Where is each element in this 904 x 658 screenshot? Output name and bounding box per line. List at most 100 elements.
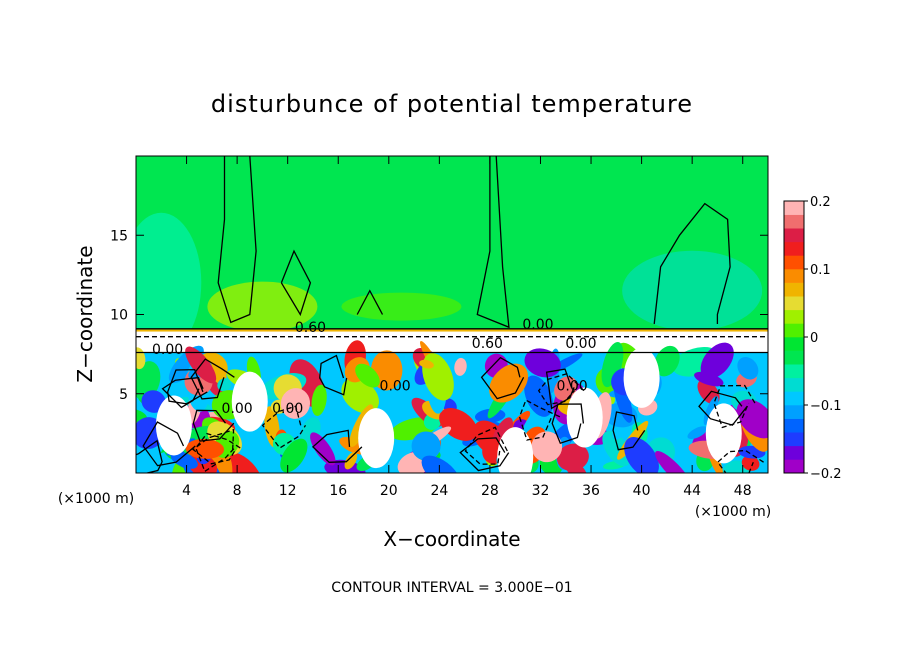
- contour-upper-c: [653, 202, 731, 325]
- colorbar-tick-label-2: 0: [810, 331, 818, 346]
- field-white-4: [705, 403, 742, 464]
- field-white-5: [497, 427, 534, 473]
- colorbar-segment-8: [784, 350, 804, 365]
- colorbar-tick-label-1: 0.1: [810, 263, 831, 278]
- colorbar-tick-label-4: −0.2: [810, 467, 842, 482]
- x-tick-label-0: 4: [182, 483, 191, 499]
- field-cell: [454, 357, 467, 376]
- contour-lower-7: [142, 421, 196, 467]
- field-white-6: [623, 347, 660, 408]
- contour-label-3: 0.00: [565, 336, 596, 352]
- field-cell: [310, 432, 336, 466]
- x-tick-label-11: 48: [734, 483, 752, 499]
- colorbar-segment-14: [784, 269, 804, 283]
- x-tick-label-4: 20: [380, 483, 398, 499]
- contour-lower-9: [464, 426, 508, 465]
- y-tick-label-2: 15: [110, 228, 128, 244]
- x-tick-label-5: 24: [430, 483, 448, 499]
- field-cell: [737, 356, 759, 380]
- field-cell: [311, 384, 327, 416]
- colorbar-segment-5: [784, 391, 804, 406]
- contour-lower-19: [190, 358, 235, 400]
- colorbar-tick-label-3: −0.1: [810, 399, 842, 414]
- contour-lower-16: [459, 437, 510, 472]
- contour-label-0: 0.60: [295, 320, 326, 336]
- contour-lower-17: [192, 409, 235, 442]
- band-edge: [136, 329, 768, 332]
- contour-lower-14: [612, 411, 646, 451]
- contour-lower-0: [195, 432, 241, 473]
- colorbar-segment-15: [784, 255, 804, 270]
- x-tick-label-7: 32: [532, 483, 550, 499]
- field-cell: [411, 431, 441, 461]
- colorbar-segment-12: [784, 296, 804, 311]
- patch-warm-a: [207, 281, 318, 332]
- field-cell: [700, 342, 734, 379]
- field-cell: [344, 452, 358, 470]
- contour-lower-12: [518, 399, 561, 441]
- contour-lower-15: [192, 428, 237, 465]
- field-cell: [421, 455, 460, 473]
- y-tick-label-1: 10: [110, 308, 128, 324]
- stable-band: [136, 330, 768, 353]
- chart-title: disturbunce of potential temperature: [211, 90, 693, 118]
- field-cell: [524, 375, 553, 417]
- y-axis-unit: (×1000 m): [695, 504, 771, 520]
- plot-area: [136, 156, 768, 473]
- field-white-1: [231, 371, 268, 432]
- colorbar-tick-label-0: 0.2: [810, 195, 831, 210]
- contour-lower-1: [698, 390, 748, 426]
- y-axis-title: Z−coordinate: [73, 245, 97, 382]
- field-cell: [524, 348, 561, 378]
- colorbar-segment-10: [784, 323, 804, 338]
- field-cell: [655, 450, 691, 473]
- contour-label-6: 0.00: [272, 401, 303, 417]
- x-tick-label-2: 12: [279, 483, 297, 499]
- colorbar-segment-3: [784, 418, 804, 433]
- colorbar-segment-19: [784, 201, 804, 215]
- field-cell: [602, 430, 631, 467]
- field-cell: [185, 438, 225, 459]
- contour-upper-a: [217, 156, 257, 324]
- field-cell: [280, 438, 308, 473]
- contour-lower-6: [261, 405, 307, 449]
- colorbar-segment-0: [784, 459, 804, 474]
- colorbar-segment-7: [784, 364, 804, 379]
- x-axis-title: X−coordinate: [383, 527, 520, 551]
- contour-label-8: 0.00: [556, 379, 587, 395]
- y-tick-label-0: 5: [119, 387, 128, 403]
- colorbar-segment-9: [784, 337, 804, 351]
- contour-lower-3: [713, 384, 756, 429]
- contour-lower-20: [480, 356, 525, 400]
- field-cell: [355, 363, 380, 388]
- patch-west: [136, 212, 202, 353]
- x-tick-label-1: 8: [233, 483, 242, 499]
- field-white-3: [566, 387, 603, 448]
- colorbar-segment-11: [784, 309, 804, 324]
- contour-lower-4: [545, 368, 575, 410]
- contour-lower-18: [537, 372, 585, 406]
- colorbar-segment-6: [784, 377, 804, 392]
- field-cell: [419, 359, 434, 369]
- field-cell: [531, 431, 563, 463]
- colorbar-segment-17: [784, 228, 804, 243]
- field-cell: [612, 424, 626, 440]
- colorbar-segment-1: [784, 445, 804, 460]
- field-cell: [687, 426, 708, 439]
- field-white-0: [155, 395, 192, 456]
- contour-upper-b: [476, 156, 510, 329]
- field-cell: [565, 461, 587, 473]
- field-cell: [703, 396, 719, 426]
- colorbar-segment-16: [784, 241, 804, 256]
- contour-upper-e: [356, 289, 384, 315]
- contour-lower-8: [167, 368, 208, 405]
- contour-label-2: 0.60: [472, 336, 503, 352]
- colorbar-segment-18: [784, 214, 804, 229]
- colorbar-segment-2: [784, 432, 804, 447]
- contour-lower-10: [551, 403, 585, 445]
- field-cell: [280, 388, 311, 419]
- field-white-2: [358, 408, 395, 469]
- field-cell: [170, 451, 198, 469]
- contour-upper-d: [280, 249, 312, 317]
